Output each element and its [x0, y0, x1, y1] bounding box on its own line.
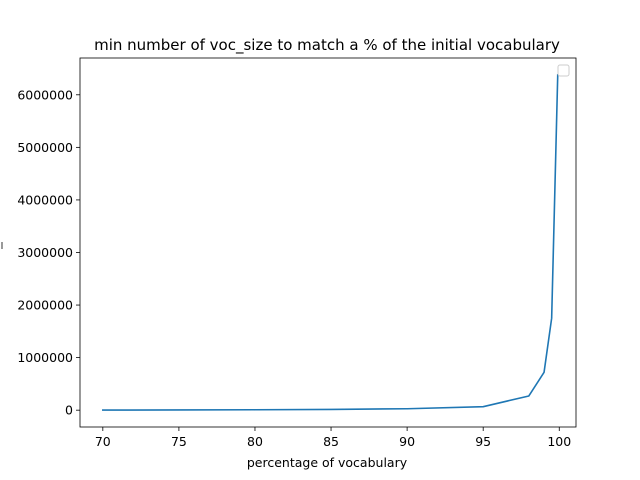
y-tick-label: 6000000 [17, 87, 73, 102]
y-tick-label: 0 [65, 403, 73, 418]
x-tick-label: 80 [247, 434, 263, 449]
y-tick-label: 1000000 [17, 350, 73, 365]
y-tick-label: 4000000 [17, 192, 73, 207]
x-tick-label: 95 [475, 434, 491, 449]
plot-area: 70 75 80 85 90 95 100 0 1000000 2000000 3000000 400… [1, 57, 577, 449]
x-tick-label: 70 [95, 434, 111, 449]
y-tick-label: 2000000 [17, 298, 73, 313]
x-axis-title: percentage of vocabulary [247, 455, 408, 470]
y-tick-label: 3000000 [17, 245, 73, 260]
chart-title: min number of voc_size to match a % of t… [94, 36, 560, 55]
y-tick-label: 5000000 [17, 140, 73, 155]
series-line [102, 74, 559, 411]
x-tick-label: 90 [399, 434, 415, 449]
legend-box [557, 64, 570, 77]
x-tick-label: 100 [547, 434, 571, 449]
axes-frame [79, 57, 577, 428]
x-tick-label: 75 [171, 434, 187, 449]
x-tick-label: 85 [323, 434, 339, 449]
